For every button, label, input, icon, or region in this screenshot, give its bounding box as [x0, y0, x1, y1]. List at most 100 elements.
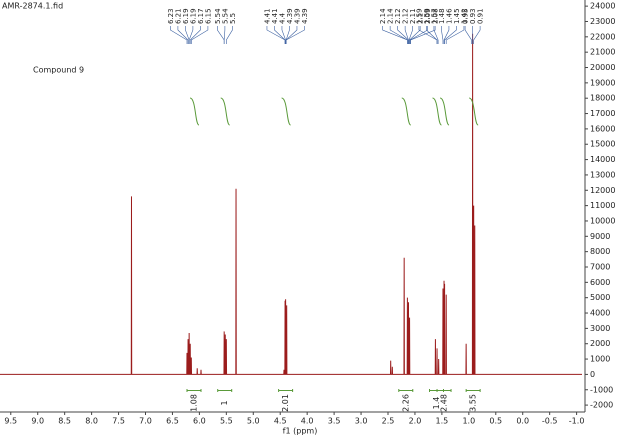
integral-bracket	[278, 389, 294, 392]
peak-pointer	[177, 26, 189, 44]
peak-pointer	[285, 26, 290, 44]
peak-pointer	[410, 26, 436, 44]
spectrum-line	[0, 33, 582, 375]
peak-pointer	[418, 26, 438, 44]
peak-label: 6.19	[189, 8, 197, 24]
y-tick-label: 23000	[590, 17, 615, 26]
x-tick-label: 2.5	[382, 417, 395, 426]
x-tick-label: 0.0	[516, 417, 529, 426]
peak-label: 4.39	[286, 8, 294, 24]
x-tick-label: 5.5	[220, 417, 233, 426]
peak-label: 6.23	[167, 8, 175, 24]
y-tick-label: -2000	[590, 401, 613, 410]
y-tick-label: 9000	[590, 232, 610, 241]
y-tick-label: 10000	[590, 216, 615, 225]
y-tick-label: 5000	[590, 293, 610, 302]
peak-pointer	[274, 26, 286, 44]
peak-pointer	[382, 26, 408, 44]
peak-label: 2.14	[387, 8, 395, 24]
integral-label: 1	[220, 400, 229, 405]
peak-pointer	[473, 26, 481, 44]
integral-curve	[281, 97, 292, 126]
peak-label: 5.54	[221, 8, 229, 24]
peak-pointer	[217, 26, 225, 44]
x-tick-label: 8.0	[85, 417, 98, 426]
y-tick-label: -1000	[590, 385, 613, 394]
y-tick-label: 15000	[590, 140, 615, 149]
peak-label: 0.93	[469, 8, 477, 24]
x-tick-label: 7.5	[112, 417, 125, 426]
integral-label: 3.55	[469, 394, 478, 412]
peak-pointer	[464, 26, 472, 44]
peak-label: 2.14	[379, 8, 387, 24]
peak-label: 2.11	[409, 8, 417, 24]
x-tick-label: 1.5	[436, 417, 449, 426]
integral-bracket	[465, 389, 481, 392]
peak-label: 5.5	[229, 13, 237, 24]
integral-curve	[432, 97, 442, 126]
peak-label: 4.4	[278, 12, 286, 24]
peak-pointer	[170, 26, 188, 44]
integral-bracket	[398, 389, 414, 392]
integral-curve	[220, 97, 231, 126]
annotation: Compound 9	[33, 66, 84, 75]
peak-label: 4.39	[293, 8, 301, 24]
x-tick-label: 4.0	[301, 417, 314, 426]
y-tick-label: 22000	[590, 32, 615, 41]
peak-label: 1.48	[438, 8, 446, 24]
x-tick-label: 1.0	[462, 417, 475, 426]
integral-curve	[189, 97, 200, 126]
peak-pointer	[404, 26, 409, 44]
peak-label: 1.46	[445, 8, 453, 24]
peak-pointer	[409, 26, 428, 44]
peak-label: 2.09	[424, 8, 432, 24]
integral-label: 1.4	[432, 397, 441, 410]
peak-pointer	[443, 26, 450, 44]
y-tick-label: 0	[590, 370, 595, 379]
y-tick-label: 20000	[590, 63, 615, 72]
y-tick-label: 2000	[590, 339, 610, 348]
peak-label: 2.08	[432, 8, 440, 24]
peak-pointer	[433, 26, 439, 44]
y-tick-label: 21000	[590, 48, 615, 57]
y-tick-label: 12000	[590, 186, 615, 195]
peak-pointer	[408, 26, 413, 44]
integral-label: 2.01	[281, 394, 290, 412]
peak-label: 2.1	[417, 13, 425, 24]
x-tick-label: 6.0	[193, 417, 206, 426]
integral-label: 1.08	[190, 394, 199, 412]
peak-pointer	[188, 26, 194, 44]
peak-label: 6.19	[182, 8, 190, 24]
x-tick-label: 3.5	[328, 417, 341, 426]
peak-label: 1.42	[460, 8, 468, 24]
integral-label: 2.26	[401, 394, 410, 412]
peak-pointer	[191, 26, 209, 44]
peak-label: 0.91	[477, 8, 485, 24]
peak-label: 4.41	[263, 8, 271, 24]
peak-pointer	[426, 26, 438, 44]
peak-label: 4.39	[301, 8, 309, 24]
x-tick-label: 6.5	[166, 417, 179, 426]
integral-bracket	[217, 389, 233, 392]
peak-label: 1.59	[423, 8, 431, 24]
y-tick-label: 6000	[590, 278, 610, 287]
peak-pointer	[226, 26, 233, 44]
y-tick-label: 7000	[590, 262, 610, 271]
peak-label: 6.21	[174, 8, 182, 24]
peak-label: 6.15	[204, 8, 212, 24]
peak-label: 2.12	[402, 8, 410, 24]
x-tick-label: 5.0	[247, 417, 260, 426]
y-tick-label: 18000	[590, 94, 615, 103]
y-tick-label: 16000	[590, 124, 615, 133]
peak-pointer	[409, 26, 421, 44]
x-tick-label: 9.0	[31, 417, 44, 426]
x-tick-label: 9.5	[4, 417, 17, 426]
y-tick-label: 1000	[590, 355, 610, 364]
y-tick-label: 14000	[590, 155, 615, 164]
x-tick-label: 4.5	[274, 417, 287, 426]
peak-pointer	[223, 26, 226, 44]
y-tick-label: 8000	[590, 247, 610, 256]
x-tick-label: 0.5	[489, 417, 502, 426]
